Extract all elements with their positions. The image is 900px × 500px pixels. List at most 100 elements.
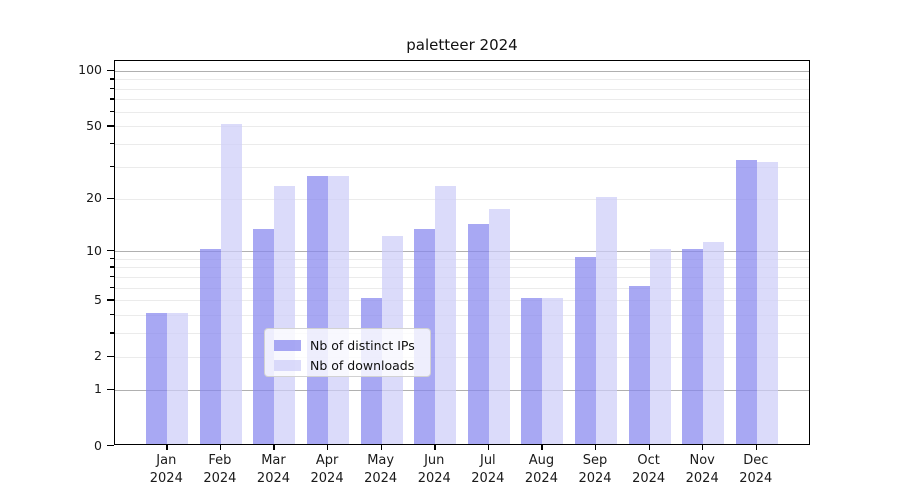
bar-distinct-ips	[575, 256, 597, 444]
gridline-minor	[115, 287, 809, 289]
x-tick-mark	[219, 445, 222, 450]
x-tick-label: Jan 2024	[138, 452, 194, 487]
bar-downloads	[596, 196, 618, 444]
legend-item-distinct-ips: Nb of distinct IPs	[274, 336, 421, 354]
x-tick-label: Mar 2024	[245, 452, 301, 487]
legend-swatch-downloads	[274, 359, 301, 371]
x-tick-month: Apr	[315, 453, 339, 468]
y-minor-tick-mark	[110, 275, 114, 278]
bar-distinct-ips	[307, 176, 329, 444]
legend-label: Nb of downloads	[310, 357, 415, 373]
y-tick-label: 5	[94, 291, 102, 307]
bar-downloads	[703, 242, 725, 444]
bar-downloads	[435, 185, 457, 444]
y-minor-tick-mark	[110, 332, 114, 334]
gridline-minor	[115, 333, 809, 335]
x-tick-label: Jun 2024	[406, 452, 462, 487]
x-tick-mark	[380, 445, 382, 450]
x-tick-month: Aug	[528, 453, 555, 468]
x-tick-month: Jul	[479, 453, 496, 468]
y-minor-tick-mark	[110, 78, 114, 80]
x-tick-year: 2024	[685, 470, 719, 486]
y-tick-label: 50	[86, 117, 102, 133]
bar-distinct-ips	[735, 159, 757, 444]
x-tick-label: Jul 2024	[460, 452, 516, 487]
x-tick-month: Oct	[637, 453, 660, 468]
y-minor-tick-mark	[110, 355, 114, 357]
x-tick-year: 2024	[471, 470, 505, 486]
gridline-minor	[115, 99, 809, 101]
y-tick-label: 10	[86, 242, 102, 258]
x-tick-label: Aug 2024	[513, 452, 569, 487]
y-tick-label: 0	[94, 437, 102, 453]
gridline-minor	[115, 126, 809, 128]
x-tick-label: Nov 2024	[674, 452, 730, 487]
x-tick-year: 2024	[310, 470, 344, 486]
y-minor-tick-mark	[110, 143, 114, 145]
x-tick-label: Apr 2024	[299, 452, 355, 487]
gridline-minor	[115, 356, 809, 358]
x-tick-year: 2024	[632, 470, 666, 486]
x-tick-label: May 2024	[353, 452, 409, 487]
x-tick-mark	[327, 445, 329, 450]
x-tick-year: 2024	[524, 470, 558, 486]
plot-area	[114, 60, 810, 445]
x-tick-year: 2024	[203, 470, 237, 486]
bar-downloads	[167, 313, 189, 444]
x-tick-label: Oct 2024	[621, 452, 677, 487]
bar-distinct-ips	[628, 285, 650, 444]
x-tick-year: 2024	[364, 470, 398, 486]
x-tick-month: Jun	[424, 453, 445, 468]
y-tick-mark	[107, 250, 114, 252]
gridline-major	[115, 389, 809, 391]
legend-item-downloads: Nb of downloads	[274, 356, 421, 374]
x-tick-month: Dec	[743, 453, 769, 468]
gridline-minor	[115, 300, 809, 302]
x-tick-mark	[702, 445, 704, 450]
bar-downloads	[328, 176, 350, 444]
bar-distinct-ips	[199, 249, 221, 444]
legend-swatch-distinct-ips	[274, 339, 301, 351]
legend-label: Nb of distinct IPs	[310, 337, 415, 353]
bar-distinct-ips	[521, 298, 543, 444]
x-tick-label: Sep 2024	[567, 452, 623, 487]
gridline-minor	[115, 111, 809, 113]
gridline-minor	[115, 258, 809, 260]
chart-title: paletteer 2024	[406, 36, 518, 54]
x-tick-mark	[434, 445, 436, 450]
y-tick-label: 20	[86, 190, 102, 205]
y-minor-tick-mark	[110, 110, 114, 113]
x-tick-month: Jan	[156, 453, 177, 468]
y-tick-label: 2	[94, 348, 102, 364]
x-tick-year: 2024	[578, 470, 612, 486]
y-minor-tick-mark	[110, 98, 114, 100]
y-minor-tick-mark	[110, 286, 114, 289]
x-tick-month: Feb	[208, 453, 232, 468]
y-minor-tick-mark	[110, 197, 114, 199]
y-minor-tick-mark	[110, 257, 114, 260]
bar-downloads	[274, 185, 296, 444]
gridline-minor	[115, 267, 809, 269]
x-tick-year: 2024	[256, 470, 291, 486]
x-tick-year: 2024	[149, 470, 183, 486]
y-minor-tick-mark	[110, 299, 114, 301]
x-tick-year: 2024	[417, 470, 451, 486]
x-tick-month: May	[367, 453, 395, 468]
gridline-major	[115, 251, 809, 253]
y-tick-label: 100	[78, 62, 102, 78]
bar-downloads	[542, 298, 564, 444]
x-tick-month: Mar	[261, 453, 286, 468]
bar-distinct-ips	[253, 229, 275, 444]
y-tick-mark	[107, 388, 114, 390]
bar-downloads	[488, 209, 510, 444]
bar-downloads	[220, 124, 242, 444]
x-tick-label: Dec 2024	[728, 452, 784, 487]
y-minor-tick-mark	[110, 125, 114, 127]
gridline-minor	[115, 166, 809, 168]
bar-distinct-ips	[146, 313, 168, 444]
gridline-minor	[115, 79, 809, 81]
gridline-major	[115, 70, 809, 72]
x-tick-mark	[595, 445, 597, 450]
bar-distinct-ips	[467, 223, 489, 444]
